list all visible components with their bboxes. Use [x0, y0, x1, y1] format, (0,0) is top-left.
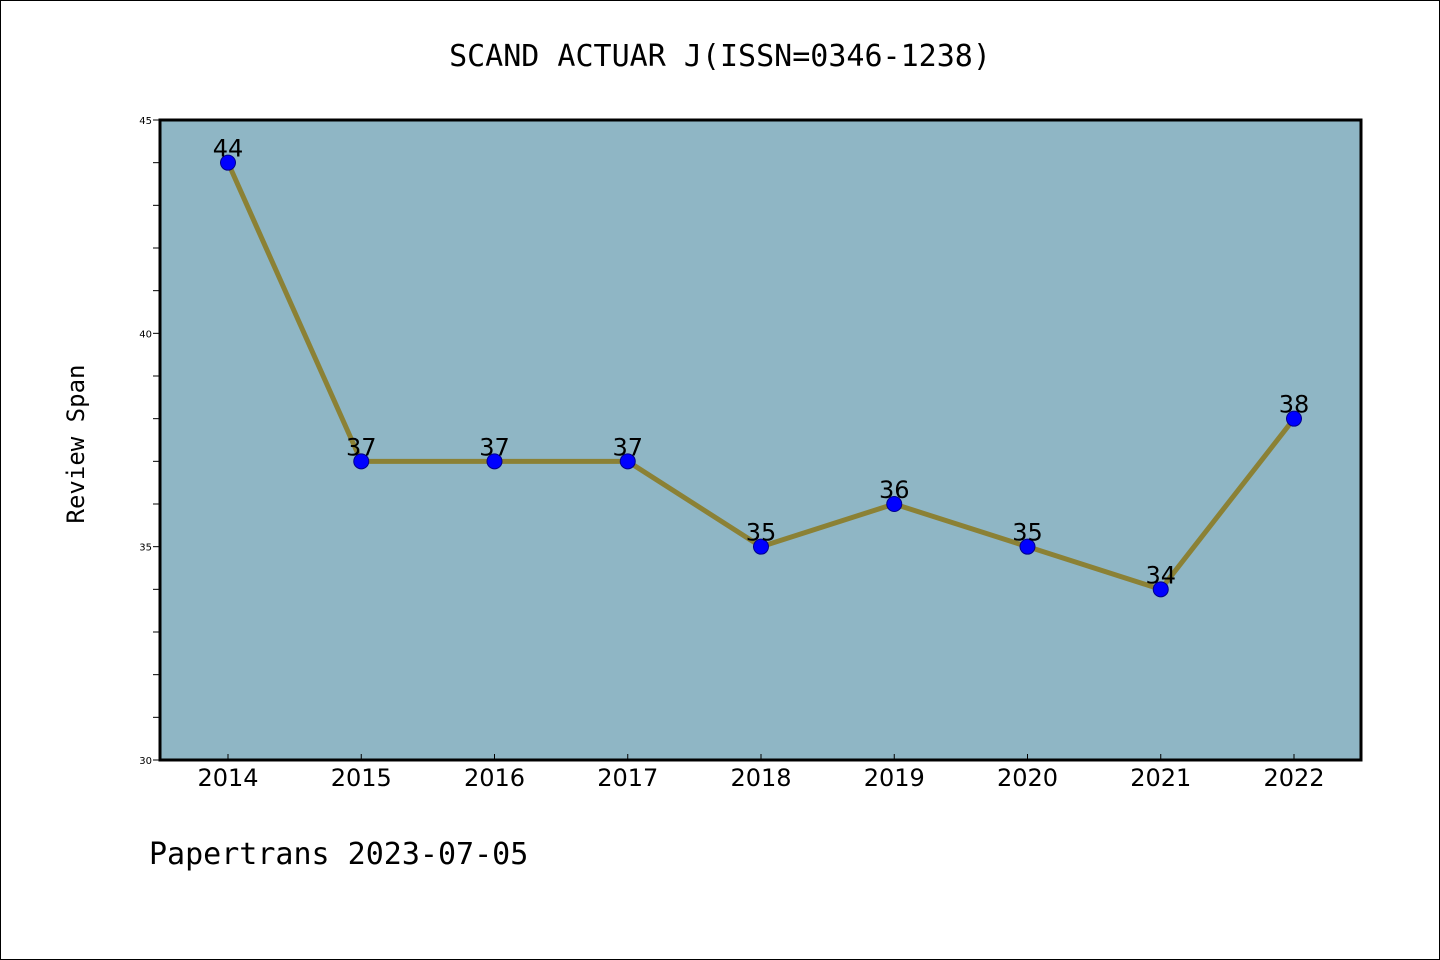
y-tick-label: 35 — [139, 543, 152, 554]
plot-area — [158, 118, 1363, 762]
data-point — [1286, 410, 1302, 427]
data-point — [619, 453, 636, 470]
data-point — [220, 154, 236, 171]
data-label: 44 — [213, 135, 244, 163]
y-tick-label: 30 — [139, 756, 152, 767]
x-tick-label: 2016 — [464, 764, 525, 792]
y-axis-label: Review Span — [62, 365, 90, 524]
y-axis: 30 35 40 45 — [139, 116, 160, 767]
data-label: 35 — [746, 519, 777, 547]
x-tick-label: 2019 — [864, 764, 925, 792]
data-point — [1152, 581, 1169, 598]
data-label: 34 — [1145, 561, 1176, 589]
x-tick-label: 2022 — [1263, 764, 1324, 792]
data-point — [886, 496, 903, 512]
data-point — [1019, 538, 1036, 555]
x-tick-label: 2018 — [730, 764, 791, 792]
data-point — [753, 538, 769, 555]
footer-text: Papertrans 2023-07-05 — [149, 837, 528, 872]
data-label: 37 — [612, 433, 643, 461]
x-tick-label: 2021 — [1130, 764, 1191, 792]
chart-title: SCAND ACTUAR J(ISSN=0346-1238) — [449, 39, 991, 74]
data-point — [486, 453, 503, 470]
series-layer: 44 37 37 37 35 36 35 34 38 — [213, 135, 1310, 598]
x-tick-label: 2014 — [197, 764, 258, 792]
x-tick-label: 2020 — [997, 764, 1058, 792]
x-axis: 2014 2015 2016 2017 2018 2019 2020 2021 2022 — [197, 754, 1325, 792]
y-tick-label: 45 — [139, 116, 152, 127]
data-label: 37 — [346, 433, 377, 461]
data-label: 37 — [479, 433, 510, 461]
data-point — [353, 453, 370, 470]
x-tick-label: 2017 — [597, 764, 658, 792]
data-label: 35 — [1012, 519, 1043, 547]
data-label: 38 — [1279, 391, 1310, 419]
y-tick-label: 40 — [139, 329, 152, 340]
data-label: 36 — [879, 476, 910, 504]
x-tick-label: 2015 — [331, 764, 392, 792]
